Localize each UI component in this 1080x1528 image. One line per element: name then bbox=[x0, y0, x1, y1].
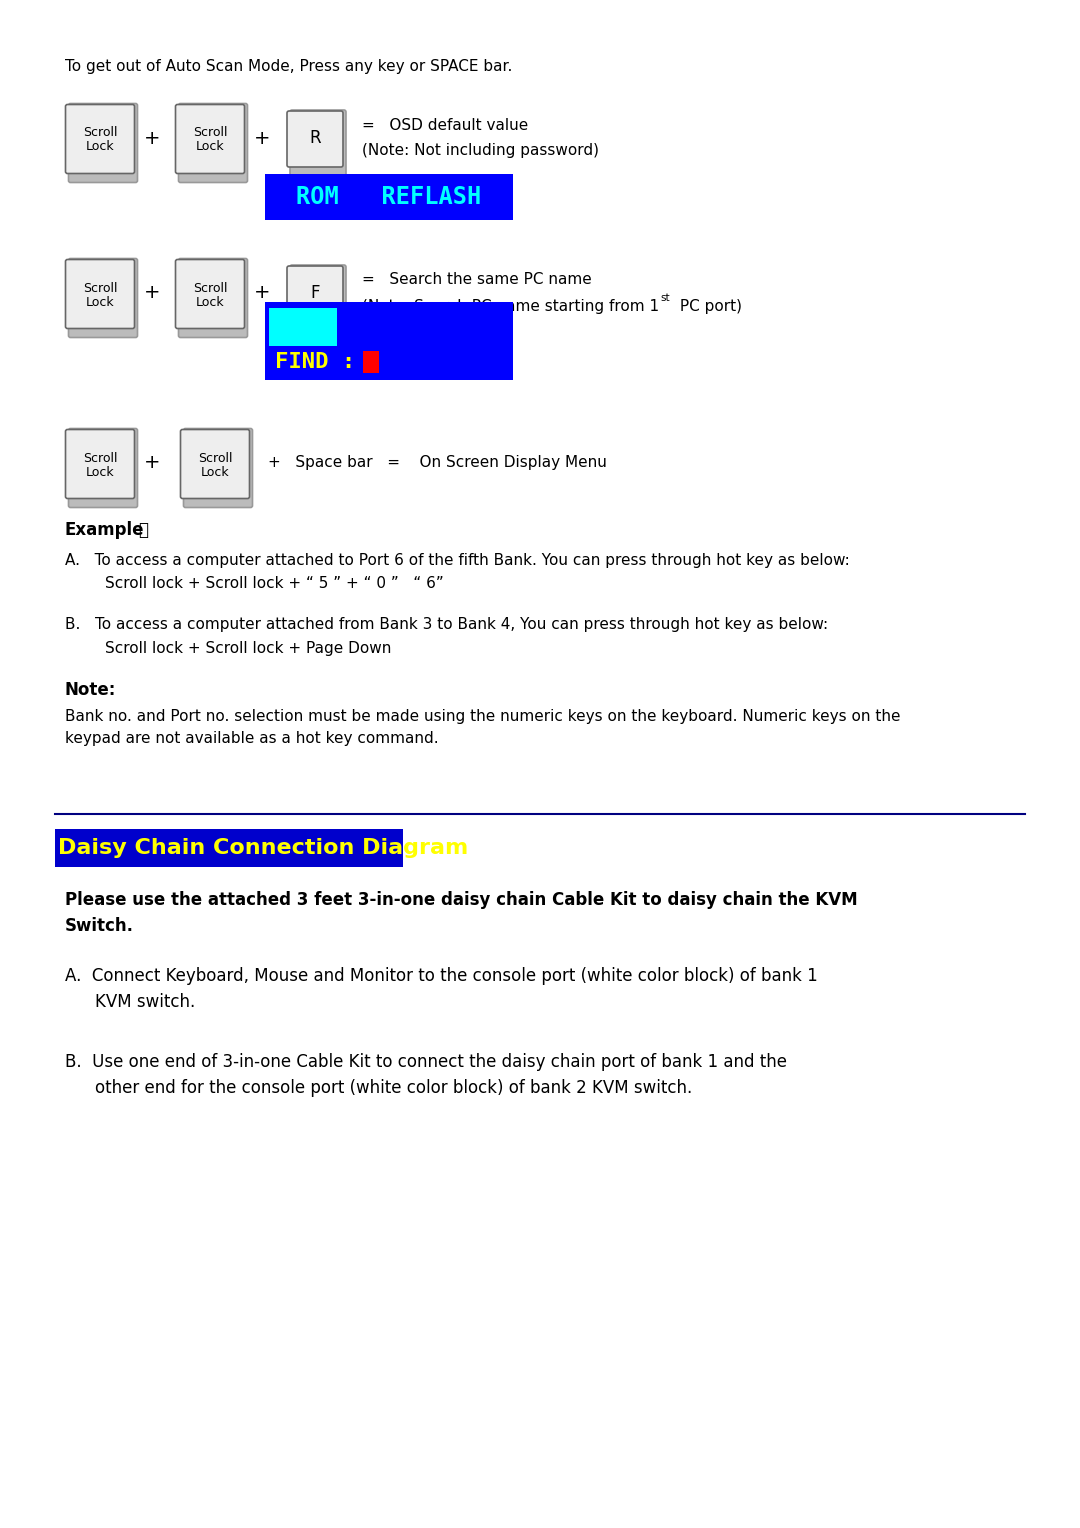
FancyBboxPatch shape bbox=[291, 110, 346, 176]
Text: Lock: Lock bbox=[85, 141, 114, 153]
Text: FIND :: FIND : bbox=[275, 351, 368, 371]
Text: Lock: Lock bbox=[85, 295, 114, 309]
Bar bbox=[269, 309, 337, 345]
Text: Daisy Chain Connection Diagram: Daisy Chain Connection Diagram bbox=[58, 837, 469, 859]
Text: Scroll lock + Scroll lock + Page Down: Scroll lock + Scroll lock + Page Down bbox=[105, 640, 391, 656]
Text: A.   To access a computer attached to Port 6 of the fifth Bank. You can press th: A. To access a computer attached to Port… bbox=[65, 553, 850, 567]
Text: B.  Use one end of 3-in-one Cable Kit to connect the daisy chain port of bank 1 : B. Use one end of 3-in-one Cable Kit to … bbox=[65, 1053, 787, 1071]
Text: R: R bbox=[309, 128, 321, 147]
Text: To get out of Auto Scan Mode, Press any key or SPACE bar.: To get out of Auto Scan Mode, Press any … bbox=[65, 58, 512, 73]
Text: =   OSD default value: = OSD default value bbox=[362, 118, 528, 133]
FancyBboxPatch shape bbox=[68, 428, 137, 507]
Text: +: + bbox=[254, 284, 270, 303]
FancyBboxPatch shape bbox=[68, 104, 137, 182]
Text: Please use the attached 3 feet 3-in-one daisy chain Cable Kit to daisy chain the: Please use the attached 3 feet 3-in-one … bbox=[65, 891, 858, 909]
Text: keypad are not available as a hot key command.: keypad are not available as a hot key co… bbox=[65, 730, 438, 746]
FancyBboxPatch shape bbox=[291, 264, 346, 332]
FancyBboxPatch shape bbox=[68, 258, 137, 338]
Text: Lock: Lock bbox=[195, 295, 225, 309]
Bar bbox=[55, 830, 403, 866]
Text: (Note: Search PC name starting from 1: (Note: Search PC name starting from 1 bbox=[362, 298, 659, 313]
Text: F: F bbox=[310, 284, 320, 303]
Bar bbox=[363, 351, 379, 373]
Text: B.   To access a computer attached from Bank 3 to Bank 4, You can press through : B. To access a computer attached from Ba… bbox=[65, 616, 828, 631]
FancyBboxPatch shape bbox=[66, 104, 135, 174]
FancyBboxPatch shape bbox=[66, 429, 135, 498]
Text: Scroll: Scroll bbox=[198, 451, 232, 465]
Text: Lock: Lock bbox=[85, 466, 114, 478]
Text: Lock: Lock bbox=[201, 466, 229, 478]
Text: Example: Example bbox=[65, 521, 145, 539]
Text: Scroll lock + Scroll lock + “ 5 ” + “ 0 ”   “ 6”: Scroll lock + Scroll lock + “ 5 ” + “ 0 … bbox=[105, 576, 444, 591]
FancyBboxPatch shape bbox=[178, 104, 247, 182]
Text: PC port): PC port) bbox=[675, 298, 742, 313]
Text: Scroll: Scroll bbox=[83, 127, 118, 139]
FancyBboxPatch shape bbox=[287, 112, 343, 167]
FancyBboxPatch shape bbox=[287, 266, 343, 322]
Text: +: + bbox=[144, 284, 160, 303]
Text: Scroll: Scroll bbox=[192, 127, 227, 139]
FancyBboxPatch shape bbox=[175, 260, 244, 329]
Text: ROM   REFLASH: ROM REFLASH bbox=[296, 185, 482, 209]
Text: Note:: Note: bbox=[65, 681, 117, 698]
Text: +: + bbox=[144, 454, 160, 472]
Bar bbox=[265, 303, 513, 380]
FancyBboxPatch shape bbox=[178, 258, 247, 338]
Text: (Note: Not including password): (Note: Not including password) bbox=[362, 144, 599, 159]
Text: ：: ： bbox=[138, 521, 148, 539]
Text: +: + bbox=[254, 128, 270, 148]
Text: Lock: Lock bbox=[195, 141, 225, 153]
Text: A.  Connect Keyboard, Mouse and Monitor to the console port (white color block) : A. Connect Keyboard, Mouse and Monitor t… bbox=[65, 967, 818, 986]
Text: +   Space bar   =    On Screen Display Menu: + Space bar = On Screen Display Menu bbox=[268, 455, 607, 471]
Text: Scroll: Scroll bbox=[83, 281, 118, 295]
FancyBboxPatch shape bbox=[180, 429, 249, 498]
Text: +: + bbox=[144, 128, 160, 148]
Text: other end for the console port (white color block) of bank 2 KVM switch.: other end for the console port (white co… bbox=[95, 1079, 692, 1097]
FancyBboxPatch shape bbox=[175, 104, 244, 174]
Text: st: st bbox=[660, 293, 670, 303]
Text: Switch.: Switch. bbox=[65, 917, 134, 935]
Text: Scroll: Scroll bbox=[192, 281, 227, 295]
FancyBboxPatch shape bbox=[66, 260, 135, 329]
Text: KVM switch.: KVM switch. bbox=[95, 993, 195, 1012]
Text: Scroll: Scroll bbox=[83, 451, 118, 465]
Text: Bank no. and Port no. selection must be made using the numeric keys on the keybo: Bank no. and Port no. selection must be … bbox=[65, 709, 901, 723]
Text: =   Search the same PC name: = Search the same PC name bbox=[362, 272, 592, 287]
FancyBboxPatch shape bbox=[184, 428, 253, 507]
Bar bbox=[265, 174, 513, 220]
